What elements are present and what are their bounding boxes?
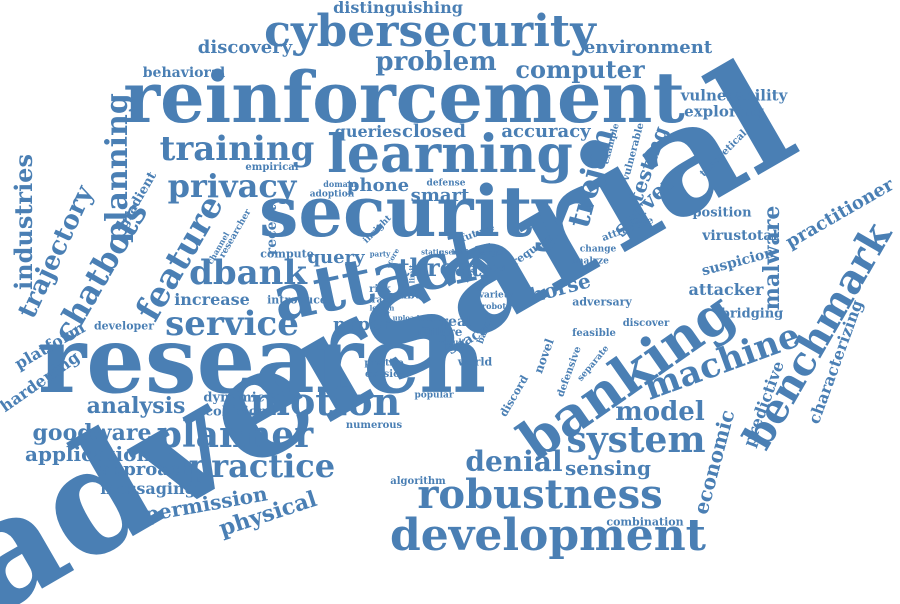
word-lesson: lesson <box>369 303 395 313</box>
word-query: query <box>307 247 365 268</box>
word-privacy: privacy <box>167 167 297 205</box>
word-variety: variety <box>478 290 514 301</box>
word-accuracy: accuracy <box>501 121 591 142</box>
word-load: load <box>451 247 469 257</box>
word-discover: discover <box>622 318 670 329</box>
word-collision: collision <box>205 404 267 420</box>
word-position: position <box>692 205 752 221</box>
word-sensing: sensing <box>565 456 651 480</box>
word-closed: closed <box>402 121 466 142</box>
word-analyze: analyze <box>571 256 609 267</box>
word-feasible: feasible <box>572 328 616 339</box>
word-defense: defense <box>426 178 466 189</box>
word-planner: planner <box>156 414 314 456</box>
word-target: target <box>478 247 506 257</box>
word-evasion: evasion <box>364 369 408 380</box>
word-distinguishing: distinguishing <box>333 0 463 17</box>
word-user: user <box>439 247 457 257</box>
word-development: development <box>389 510 707 561</box>
word-popular: popular <box>414 390 454 401</box>
word-research: research <box>37 306 487 414</box>
word-goodware: goodware <box>32 420 152 446</box>
word-phone: phone <box>346 175 410 196</box>
word-security: security <box>259 170 573 253</box>
word-failure: failure <box>417 325 463 339</box>
word-discovery: discovery <box>197 37 293 58</box>
word-risk: risk <box>369 284 391 295</box>
word-cybersecurity: cybersecurity <box>264 6 596 57</box>
word-third: third <box>482 263 506 273</box>
word-environment: environment <box>583 37 713 58</box>
word-exploring: exploring <box>684 102 764 121</box>
word-reinforcement: reinforcement <box>123 56 685 139</box>
word-adoption: adoption <box>309 189 355 200</box>
word-algorithm: algorithm <box>390 476 446 487</box>
word-rate: rate <box>371 295 393 306</box>
word-world: world <box>457 355 493 369</box>
word-combination: combination <box>606 515 684 529</box>
word-queries: queries <box>334 122 402 141</box>
word-bridging: bridging <box>720 306 784 322</box>
word-practice: practice <box>188 447 336 485</box>
word-abt: abt <box>400 288 420 302</box>
word-attacker: attacker <box>688 280 764 299</box>
word-virustotal: virustotal <box>702 228 778 244</box>
word-developer: developer <box>93 319 155 333</box>
word-threat: threat <box>398 253 482 282</box>
word-result: result <box>438 337 466 347</box>
word-static: static <box>421 247 443 257</box>
word-approach: approach <box>98 459 194 480</box>
word-recent: recent <box>264 204 280 256</box>
word-positive: positive <box>364 358 404 369</box>
word-increase: increase <box>174 290 250 309</box>
word-limit: limit <box>407 264 417 284</box>
word-port: port <box>373 309 391 319</box>
word-behavioral: behavioral <box>142 65 226 81</box>
word-dbank: dbank <box>189 253 307 293</box>
word-motion: motion <box>249 379 401 424</box>
word-numerous: numerous <box>345 420 403 431</box>
word-analysis: analysis <box>86 393 186 419</box>
word-model: model <box>615 397 705 427</box>
word-robot: robot <box>481 301 507 311</box>
word-denial: denial <box>465 445 563 478</box>
word-system: system <box>566 419 706 461</box>
word-dynamic: dynamic <box>203 390 265 406</box>
word-robustness: robustness <box>417 471 663 518</box>
word-adversary: adversary <box>572 295 632 309</box>
word-problem: problem <box>375 47 497 77</box>
word-real: real <box>440 314 472 330</box>
word-training: training <box>159 129 315 169</box>
word-party: party <box>369 249 391 259</box>
word-know: know <box>401 283 423 293</box>
word-domain: domain <box>323 179 357 189</box>
word-compute: compute <box>260 247 314 261</box>
word-change: change <box>579 244 617 255</box>
word-smart: smart <box>410 185 470 206</box>
word-introduce: introduce <box>267 293 327 307</box>
word-messaging: messaging <box>100 479 196 498</box>
word-paper: paper <box>333 314 391 335</box>
word-learning: learning <box>327 124 573 185</box>
word-service: service <box>165 304 299 344</box>
word-application: application <box>25 442 151 466</box>
word-computer: computer <box>515 55 645 84</box>
word-case: case <box>418 314 442 325</box>
word-industries: industries <box>9 154 38 290</box>
word-upload: upload <box>392 313 420 323</box>
word-empirical: empirical <box>245 162 299 173</box>
word-vulnerability: vulnerability <box>680 86 788 105</box>
